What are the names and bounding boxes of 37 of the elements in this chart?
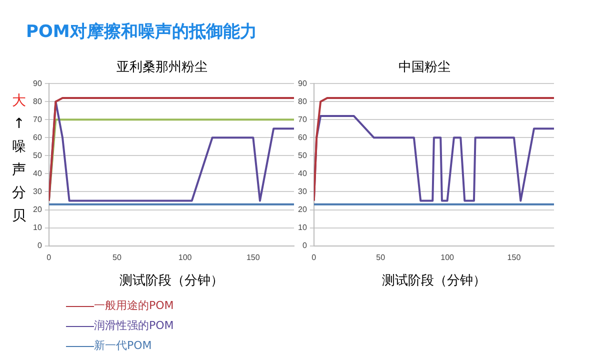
- y-tick-label: 30: [32, 186, 42, 196]
- y-tick-label: 60: [298, 132, 308, 142]
- legend-label: 润滑性强的POM: [94, 318, 174, 334]
- y-tick-label: 90: [298, 78, 308, 88]
- y-tick-label: 80: [298, 96, 308, 106]
- x-tick-label: 150: [246, 252, 260, 262]
- y-tick-label: 0: [302, 241, 308, 250]
- y-tick-label: 60: [32, 132, 42, 142]
- x-tick-label: 50: [112, 252, 122, 262]
- x-tick-label: 100: [440, 252, 455, 262]
- chart-title: 中国粉尘: [398, 60, 450, 76]
- y-tick-label: 0: [37, 241, 42, 250]
- y-tick-label: 70: [32, 114, 42, 124]
- y-tick-label: 50: [298, 150, 308, 160]
- x-tick-label: 0: [312, 252, 317, 262]
- y-tick-label: 40: [298, 168, 308, 178]
- y-tick-label: 80: [32, 96, 42, 106]
- y-tick-label: 30: [298, 186, 308, 196]
- y-tick-label: 70: [298, 114, 308, 124]
- y-tick-label: 90: [32, 78, 42, 88]
- y-tick-label: 20: [32, 204, 42, 214]
- x-axis-title: 测试阶段（分钟）: [119, 274, 224, 289]
- y-axis-title: 大↑噪声分贝: [11, 92, 27, 226]
- text: POM对摩擦和噪声的抵御能力: [26, 21, 257, 43]
- x-tick-label: 0: [46, 252, 52, 262]
- chart-title: 亚利桑那州粉尘: [116, 60, 208, 76]
- y-tick-label: 10: [298, 222, 308, 232]
- legend-label: 新一代POM: [94, 338, 152, 354]
- x-tick-label: 100: [178, 252, 192, 262]
- x-tick-label: 150: [507, 252, 522, 262]
- y-tick-label: 40: [32, 168, 42, 178]
- x-axis-title: 测试阶段（分钟）: [382, 274, 486, 289]
- y-tick-label: 10: [32, 222, 42, 232]
- legend-label: 一般用途的POM: [94, 298, 174, 314]
- y-tick-label: 50: [32, 150, 42, 160]
- x-tick-label: 50: [376, 252, 386, 262]
- y-tick-label: 20: [298, 204, 308, 214]
